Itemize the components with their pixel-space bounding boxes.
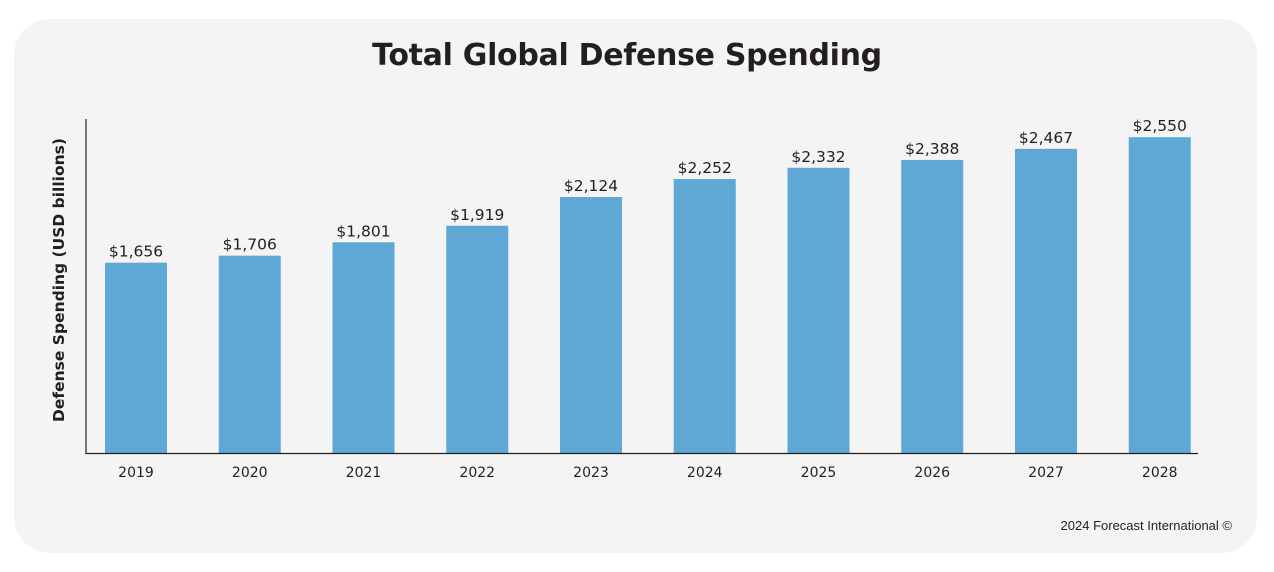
- bars-group: [105, 137, 1191, 454]
- value-label-2021: $1,801: [336, 222, 390, 240]
- bar-2022: [446, 225, 509, 453]
- value-label-2020: $1,706: [223, 236, 277, 254]
- chart-title: Total Global Defense Spending: [372, 38, 882, 73]
- bar-2025: [787, 167, 850, 453]
- x-tick-label-2023: 2023: [573, 465, 609, 481]
- value-label-2024: $2,252: [678, 159, 732, 177]
- value-label-2019: $1,656: [109, 243, 163, 261]
- value-label-2026: $2,388: [905, 140, 959, 158]
- bar-2021: [332, 242, 395, 453]
- x-tick-label-2021: 2021: [346, 465, 382, 481]
- copyright-text: 2024 Forecast International ©: [1060, 518, 1232, 533]
- x-tick-labels-group: 2019 2020 2021 2022 2023 2024 2025 2026 2027 2028: [118, 465, 1177, 481]
- bar-2023: [560, 197, 622, 453]
- bar-2024: [673, 179, 736, 454]
- bar-2020: [218, 255, 281, 453]
- value-labels-group: $1,656 $1,706 $1,801 $1,919 $2,124 $2,252 $2,3…: [109, 117, 1187, 260]
- value-label-2027: $2,467: [1019, 129, 1073, 147]
- x-tick-label-2026: 2026: [914, 465, 950, 481]
- value-label-2028: $2,550: [1133, 117, 1187, 135]
- value-label-2023: $2,124: [564, 177, 618, 195]
- value-label-2022: $1,919: [450, 206, 504, 224]
- bar-2019: [105, 262, 167, 453]
- x-tick-label-2028: 2028: [1142, 465, 1178, 481]
- x-tick-label-2027: 2027: [1028, 465, 1064, 481]
- bar-2027: [1015, 148, 1077, 454]
- bar-2028: [1128, 137, 1191, 453]
- x-tick-label-2019: 2019: [118, 465, 154, 481]
- x-tick-label-2024: 2024: [687, 465, 723, 481]
- x-tick-label-2020: 2020: [232, 465, 268, 481]
- x-tick-label-2025: 2025: [801, 465, 837, 481]
- value-label-2025: $2,332: [791, 148, 845, 166]
- x-tick-label-2022: 2022: [459, 465, 495, 481]
- bar-2026: [901, 159, 964, 453]
